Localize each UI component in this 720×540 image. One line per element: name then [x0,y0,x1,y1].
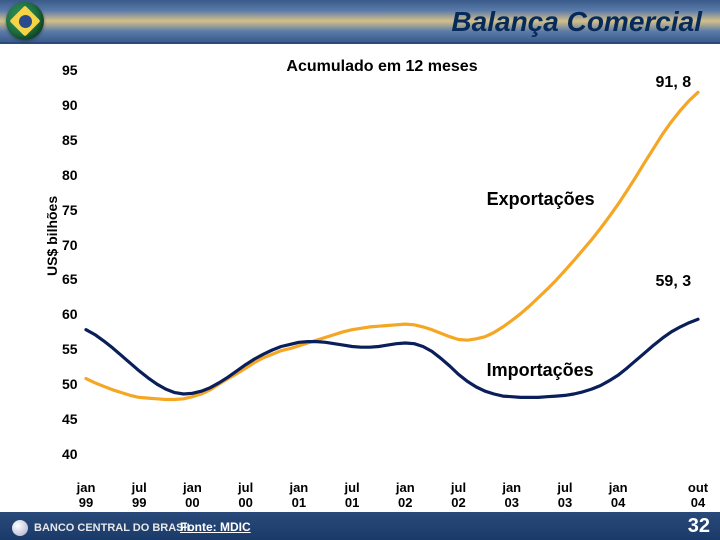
x-tick: jan00 [183,481,202,510]
series-Importações [86,319,698,397]
slide-title: Balança Comercial [451,6,702,38]
x-tick: jan04 [609,481,628,510]
y-tick: 80 [62,167,78,183]
x-tick: jul02 [451,481,466,510]
brand-logo-icon [12,520,28,536]
y-tick: 55 [62,341,78,357]
y-tick: 50 [62,376,78,392]
end-value-Exportações: 91, 8 [656,74,692,92]
y-tick: 40 [62,446,78,462]
chart-svg [62,58,702,478]
y-axis-label: US$ bilhões [44,196,60,276]
series-Exportações [86,92,698,399]
end-value-Importações: 59, 3 [656,273,692,291]
x-tick: jan99 [77,481,96,510]
x-tick: jan03 [502,481,521,510]
y-tick: 70 [62,237,78,253]
x-tick: jul99 [132,481,147,510]
y-tick: 95 [62,62,78,78]
x-tick: jan01 [289,481,308,510]
y-tick: 60 [62,306,78,322]
footer-bar: BANCO CENTRAL DO BRASIL [0,512,720,540]
source-text: Fonte: MDIC [180,520,251,534]
x-tick: jul00 [238,481,253,510]
x-tick: jul01 [344,481,359,510]
y-tick: 45 [62,411,78,427]
series-label-Importações: Importações [487,360,594,381]
y-tick: 65 [62,271,78,287]
x-tick: jan02 [396,481,415,510]
y-tick: 85 [62,132,78,148]
brazil-flag-logo [6,2,44,40]
slide-number: 32 [688,515,710,538]
x-tick: jul03 [557,481,572,510]
y-tick: 75 [62,202,78,218]
y-tick: 90 [62,97,78,113]
series-label-Exportações: Exportações [487,189,595,210]
brand: BANCO CENTRAL DO BRASIL [12,520,193,536]
chart-area: Acumulado em 12 meses US$ bilhões 404550… [62,58,702,478]
x-tick: out04 [688,481,708,510]
brand-text: BANCO CENTRAL DO BRASIL [34,522,193,534]
